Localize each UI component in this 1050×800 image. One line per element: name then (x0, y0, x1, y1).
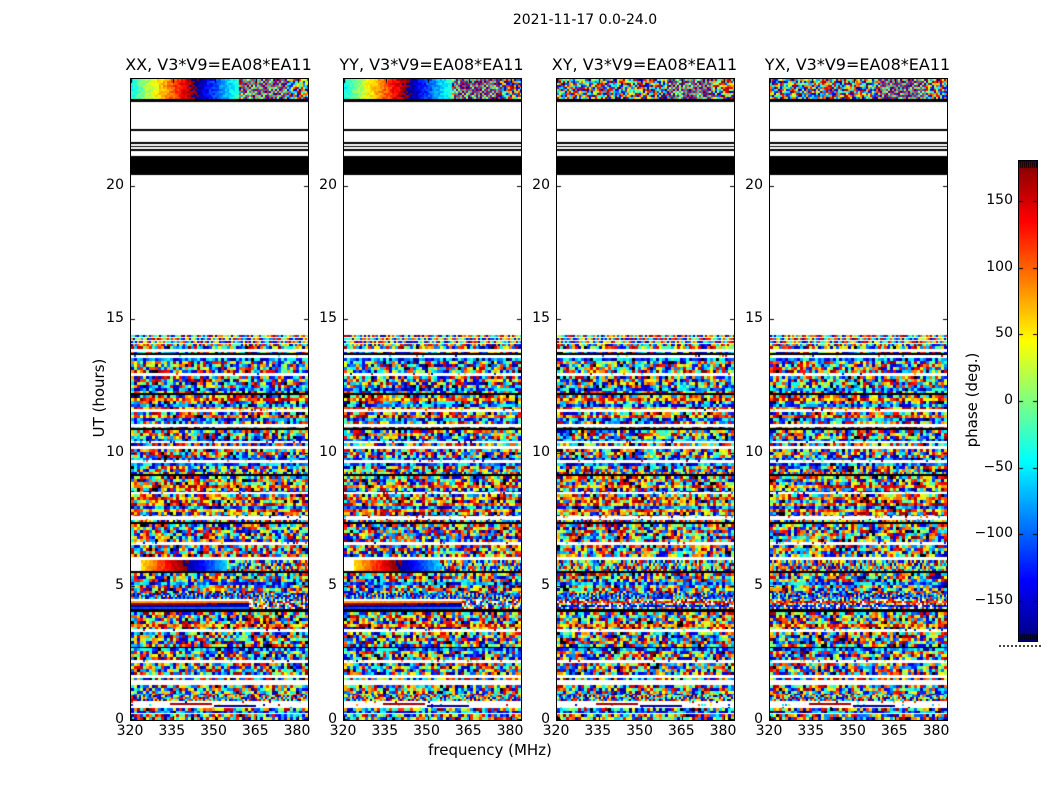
y-tick-label: 15 (106, 310, 124, 327)
x-tick-label: 350 (200, 723, 227, 739)
y-tick-label: 10 (319, 443, 337, 460)
subplot-title-yy: YY, V3*V9=EA08*EA11 (339, 55, 524, 74)
subplot-title-xy: XY, V3*V9=EA08*EA11 (551, 55, 738, 74)
subplot-title-xx: XX, V3*V9=EA08*EA11 (125, 55, 312, 74)
y-tick-label: 20 (319, 176, 337, 193)
y-tick-label: 5 (754, 577, 763, 594)
x-tick-label: 350 (626, 723, 653, 739)
y-tick-label: 0 (541, 711, 550, 727)
x-tick-label: 335 (584, 723, 612, 739)
figure-title: 2021-11-17 0.0-24.0 (512, 12, 658, 28)
x-tick-label: 380 (496, 723, 524, 739)
y-tick-label: 15 (319, 310, 337, 327)
y-tick-label: 5 (115, 577, 124, 594)
colorbar-tick-label: −100 (974, 525, 1013, 542)
x-tick-label: 350 (413, 723, 440, 739)
x-tick-label: 335 (371, 723, 399, 739)
y-tick-label: 0 (754, 711, 763, 727)
y-tick-label: 20 (745, 176, 763, 193)
colorbar-tick-label: 0 (1004, 392, 1013, 408)
x-tick-label: 320 (116, 723, 144, 739)
heatmap-canvas-xy (556, 78, 735, 721)
heatmap-canvas-yx (769, 78, 948, 721)
y-tick-label: 10 (532, 443, 550, 460)
x-tick-label: 335 (797, 723, 825, 739)
x-tick-label: 350 (839, 723, 866, 739)
subplot-title-yx: YX, V3*V9=EA08*EA11 (764, 55, 951, 74)
y-tick-label: 5 (328, 577, 337, 594)
x-tick-label: 380 (922, 723, 950, 739)
y-tick-label: 10 (745, 443, 763, 460)
colorbar-tick-label: 100 (986, 258, 1013, 275)
heatmap-canvas-yy (343, 78, 522, 721)
colorbar-tick-label: 50 (995, 325, 1013, 342)
colorbar-dotted-line (999, 645, 1041, 647)
x-tick-label: 320 (542, 723, 570, 739)
y-tick-label: 10 (106, 443, 124, 460)
y-tick-label: 15 (532, 310, 550, 327)
heatmap-canvas-xx (130, 78, 309, 721)
x-tick-label: 380 (283, 723, 311, 739)
colorbar-label: phase (deg.) (963, 352, 981, 448)
y-tick-label: 5 (541, 577, 550, 594)
x-tick-label: 320 (329, 723, 357, 739)
x-tick-label: 335 (158, 723, 186, 739)
x-tick-label: 365 (880, 723, 908, 739)
y-tick-label: 0 (328, 711, 337, 727)
colorbar-tick-label: 150 (986, 192, 1013, 208)
colorbar-tick-label: −50 (983, 458, 1013, 475)
colorbar-canvas (1018, 160, 1038, 642)
y-tick-label: 20 (106, 176, 124, 193)
x-tick-label: 320 (755, 723, 783, 739)
y-tick-label: 15 (745, 310, 763, 327)
x-axis-label: frequency (MHz) (428, 741, 552, 759)
x-tick-label: 365 (667, 723, 695, 739)
x-tick-label: 365 (454, 723, 482, 739)
y-tick-label: 20 (532, 176, 550, 193)
y-axis-label: UT (hours) (90, 358, 108, 438)
x-tick-label: 380 (709, 723, 737, 739)
x-tick-label: 365 (241, 723, 269, 739)
y-tick-label: 0 (115, 711, 124, 727)
colorbar-tick-label: −150 (974, 592, 1013, 608)
